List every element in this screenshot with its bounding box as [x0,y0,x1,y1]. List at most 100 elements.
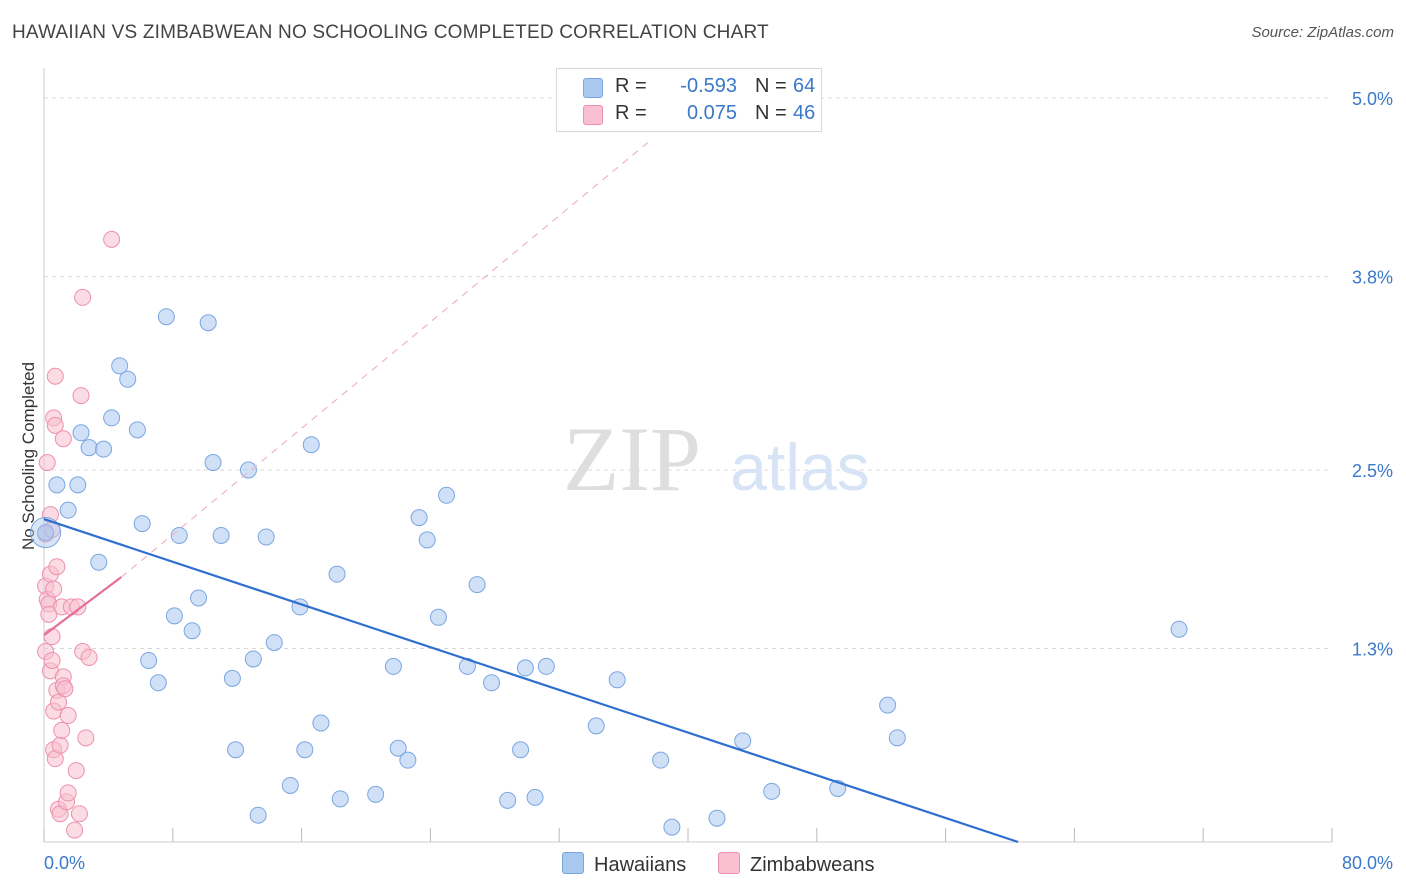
zimbabwean-point [74,288,92,306]
zimbabwean-trend-line [43,576,122,637]
hawaiian-trend-line [43,518,1019,844]
legend-r-label: R = [615,75,647,97]
hawaiian-point [468,576,486,594]
hawaiian-point [72,424,90,442]
gridlines [44,97,1332,650]
hawaiian-point [331,790,349,808]
zimbabwean-point [77,729,95,747]
hawaiian-point [111,357,129,375]
zimbabwean-point [46,416,64,434]
hawaiian-point [296,741,314,759]
zimbabwean-point [43,628,61,646]
hawaiian-point [249,806,267,824]
zimbabwean-trend-extension [120,142,649,578]
legend-label-zimbabweans: Zimbabweans [750,854,875,876]
hawaiian-point [80,439,98,457]
y-axis-label: No Schooling Completed [19,362,38,550]
hawaiian-point [133,515,151,533]
hawaiian-point [879,696,897,714]
hawaiian-point [48,476,66,494]
hawaiian-point [384,657,402,675]
x-tick-label: 0.0% [44,853,85,873]
hawaiian-point [516,659,534,677]
zimbabwean-point [45,580,63,598]
legend-r-label: R = [615,102,647,124]
source-label: Source: ZipAtlas.com [1251,24,1394,41]
hawaiian-point [302,436,320,454]
hawaiian-point [587,717,605,735]
y-tick-labels: 1.3% 2.5% 3.8% 5.0% [1352,89,1393,660]
hawaiian-point [227,741,245,759]
legend-item-zimbabweans: Zimbabweans [718,852,875,877]
hawaiian-point [257,528,275,546]
hawaiian-point [281,776,299,794]
hawaiian-point [199,314,217,332]
zimbabwean-point [51,736,69,754]
hawaiian-point [37,523,55,541]
zimbabwean-point [70,805,88,823]
hawaiian-point [499,791,517,809]
hawaiian-point [244,650,262,668]
zimbabwean-point [72,387,90,405]
legend-n-value: 64 [793,75,816,97]
hawaiian-point [367,785,385,803]
watermark-zip: ZIP [563,408,701,510]
hawaiian-point [312,714,330,732]
zimbabwean-point [46,367,64,385]
hawaiian-point [183,622,201,640]
hawaiian-point [389,739,407,757]
hawaiian-point [652,751,670,769]
y-tick-label: 3.8% [1352,268,1393,288]
hawaiian-point [888,729,906,747]
hawaiian-point [30,516,62,548]
zimbabwean-point [38,454,56,472]
hawaiian-point [734,732,752,750]
hawaiian-point [140,651,158,669]
legend-swatch-zimbabweans [583,105,603,125]
zimbabwean-point [103,230,121,248]
zimbabwean-point [54,430,72,448]
hawaiian-point [537,657,555,675]
legend-label-hawaiians: Hawaiians [594,854,687,876]
zimbabwean-point [53,721,71,739]
zimbabwean-point [80,648,98,666]
hawaiian-point [190,589,208,607]
hawaiian-point [663,818,681,836]
watermark-atlas: atlas [730,430,869,504]
hawaiian-point [95,440,113,458]
zimbabwean-point [67,762,85,780]
hawaiian-point [165,607,183,625]
x-tick-label: 80.0% [1342,853,1393,873]
hawaiian-point [763,782,781,800]
hawaiian-point [212,526,230,544]
hawaiian-point [608,671,626,689]
correlation-legend: R = -0.593 N = 64 R = 0.075 N = 46 [556,68,822,132]
hawaiian-point [483,674,501,692]
hawaiian-point [223,669,241,687]
legend-r-value: -0.593 [680,75,737,97]
hawaiian-point [59,501,77,519]
legend-n-label: N = [755,102,787,124]
watermark: ZIP atlas [563,408,870,510]
hawaiian-point [265,634,283,652]
hawaiian-point [204,454,222,472]
hawaiian-point [328,565,346,583]
hawaiian-point [438,486,455,504]
y-tick-label: 1.3% [1352,640,1393,660]
zimbabwean-point [56,680,74,698]
zimbabwean-point [59,784,77,802]
legend-r-value: 0.075 [686,102,737,124]
zimbabwean-point [43,651,61,669]
zimbabwean-point [66,821,84,839]
zimbabwean-point [48,558,66,576]
hawaiian-point [512,741,530,759]
hawaiian-point [119,370,137,388]
hawaiian-point [239,461,257,479]
x-tick-labels: 0.0% 80.0% [44,853,1393,873]
hawaiian-point [526,788,544,806]
chart-title: HAWAIIAN VS ZIMBABWEAN NO SCHOOLING COMP… [12,22,769,43]
hawaiian-point [418,531,436,549]
legend-n-label: N = [755,75,787,97]
hawaiian-point [157,308,175,326]
